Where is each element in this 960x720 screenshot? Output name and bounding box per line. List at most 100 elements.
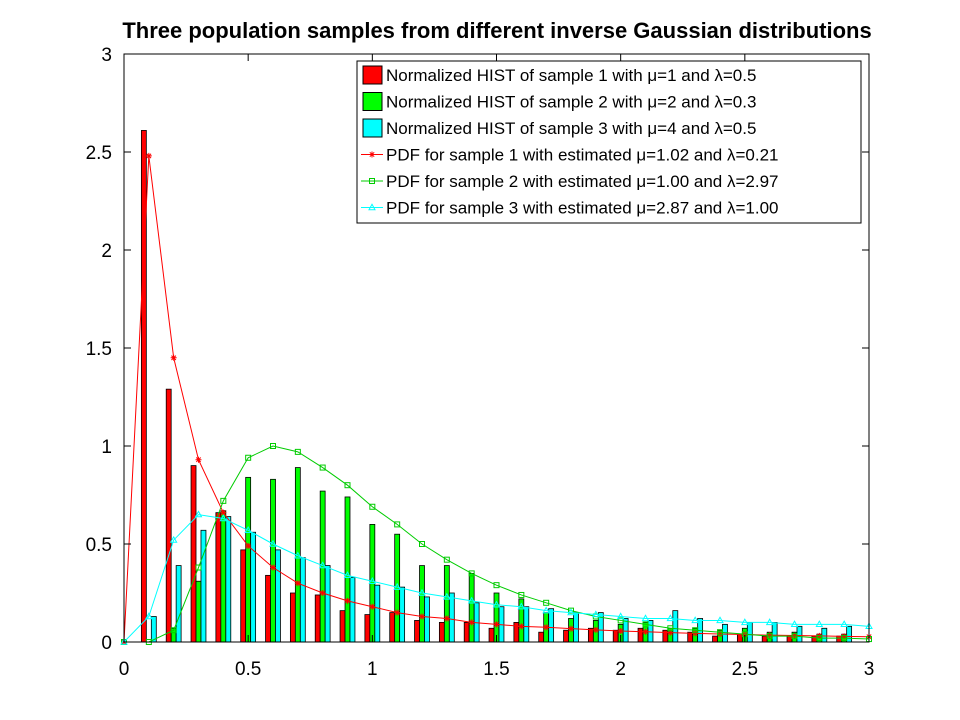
pdf-marker-sample-3 [418, 588, 426, 596]
pdf-marker-sample-3 [641, 614, 650, 622]
bar-sample-3 [573, 612, 579, 643]
pdf-marker-sample-3 [591, 610, 600, 618]
pdf-marker-sample-1 [145, 152, 152, 159]
legend: Normalized HIST of sample 1 with μ=1 and… [356, 60, 862, 224]
bar-sample-1 [736, 633, 743, 643]
pdf-marker-sample-2 [394, 521, 401, 528]
pdf-marker-sample-1 [319, 590, 326, 596]
pdf-marker-sample-3 [517, 602, 526, 610]
pdf-marker-sample-2 [841, 635, 848, 642]
bar-sample-1 [414, 620, 420, 643]
pdf-marker-sample-1 [766, 632, 773, 639]
pdf-marker-sample-1 [717, 630, 723, 637]
pdf-marker-sample-3 [244, 526, 253, 533]
bar-sample-3 [374, 584, 381, 643]
x-tick-label: 1.5 [483, 659, 509, 680]
pdf-marker-sample-2 [220, 497, 227, 504]
bar-sample-1 [314, 594, 321, 643]
pdf-marker-sample-3 [194, 510, 203, 518]
y-tick-label: 3 [101, 45, 112, 66]
bar-sample-2 [220, 510, 227, 643]
bar-sample-1 [165, 388, 172, 643]
chart-title: Three population samples from different … [122, 18, 871, 43]
y-tick-label: 0.5 [86, 535, 112, 556]
pdf-marker-sample-3 [790, 620, 799, 628]
pdf-marker-sample-2 [369, 503, 376, 510]
pdf-marker-sample-1 [592, 626, 599, 633]
pdf-marker-sample-3 [293, 551, 302, 559]
pdf-marker-sample-3 [691, 616, 700, 624]
bar-sample-3 [846, 625, 853, 643]
bar-sample-3 [548, 608, 555, 643]
pdf-marker-sample-2 [766, 633, 773, 640]
pdf-marker-sample-1 [419, 613, 425, 620]
bar-sample-1 [637, 627, 644, 643]
bar-sample-3 [324, 565, 331, 643]
pdf-marker-sample-2 [443, 556, 450, 563]
pdf-marker-sample-1 [468, 619, 475, 626]
pdf-marker-sample-3 [716, 616, 724, 624]
bar-sample-1 [612, 629, 619, 643]
pdf-marker-sample-1 [443, 615, 450, 622]
bar-sample-3 [175, 565, 182, 643]
bar-sample-2 [493, 592, 500, 643]
bar-sample-1 [538, 631, 545, 643]
bar-sample-1 [190, 465, 197, 643]
legend-entry-label: Normalized HIST of sample 3 with μ=4 and… [386, 119, 756, 138]
pdf-line-sample-2 [124, 445, 870, 643]
x-tick-label: 0.5 [235, 659, 261, 680]
pdf-marker-sample-3 [740, 618, 749, 626]
pdf-marker-sample-1 [195, 456, 202, 463]
pdf-marker-sample-2 [344, 482, 351, 489]
pdf-marker-sample-3 [492, 600, 501, 608]
pdf-marker-sample-3 [765, 618, 774, 626]
bar-sample-3 [523, 606, 530, 643]
bar-sample-3 [771, 622, 778, 643]
legend-swatch [362, 118, 383, 138]
bar-sample-3 [150, 616, 157, 643]
pdf-marker-sample-2 [170, 627, 177, 634]
bar-sample-1 [438, 622, 445, 643]
bar-sample-2 [245, 476, 252, 643]
pdf-marker-sample-1 [170, 354, 177, 361]
bar-sample-3 [622, 618, 629, 643]
x-tick-label: 0 [119, 659, 130, 680]
bar-sample-3 [672, 610, 679, 643]
pdf-marker-sample-2 [468, 570, 475, 577]
bar-sample-1 [389, 612, 396, 643]
bar-sample-1 [563, 629, 569, 643]
legend-entry-label: PDF for sample 2 with estimated μ=1.00 a… [386, 172, 779, 191]
bar-sample-1 [836, 635, 843, 643]
bar-sample-3 [200, 529, 207, 643]
pdf-marker-sample-3 [567, 608, 575, 616]
x-tick-label: 1 [367, 659, 378, 680]
x-tick-label: 2 [615, 659, 626, 680]
bar-sample-1 [265, 574, 271, 643]
bar-sample-2 [419, 565, 425, 643]
bar-sample-2 [344, 496, 351, 643]
bar-sample-1 [140, 130, 147, 643]
pdf-marker-sample-1 [344, 597, 351, 604]
bar-sample-3 [299, 557, 306, 643]
bar-sample-1 [364, 614, 371, 643]
legend-box [356, 60, 862, 224]
bar-sample-1 [761, 635, 768, 643]
pdf-marker-sample-2 [692, 627, 699, 634]
pdf-marker-sample-1 [642, 628, 649, 635]
pdf-marker-sample-1 [245, 542, 252, 549]
pdf-marker-sample-3 [368, 577, 377, 584]
pdf-marker-sample-2 [294, 448, 301, 455]
bar-sample-1 [289, 592, 296, 643]
pdf-marker-sample-1 [841, 633, 848, 640]
pdf-marker-sample-1 [369, 603, 376, 610]
pdf-marker-sample-3 [666, 614, 675, 622]
pdf-marker-sample-3 [442, 592, 451, 600]
legend-marker [369, 178, 375, 184]
bar-sample-1 [215, 512, 222, 643]
legend-swatch [362, 65, 383, 85]
pdf-marker-sample-1 [220, 509, 227, 516]
bar-sample-1 [786, 635, 793, 643]
legend-swatch [362, 92, 383, 111]
x-tick-label: 3 [864, 659, 875, 680]
